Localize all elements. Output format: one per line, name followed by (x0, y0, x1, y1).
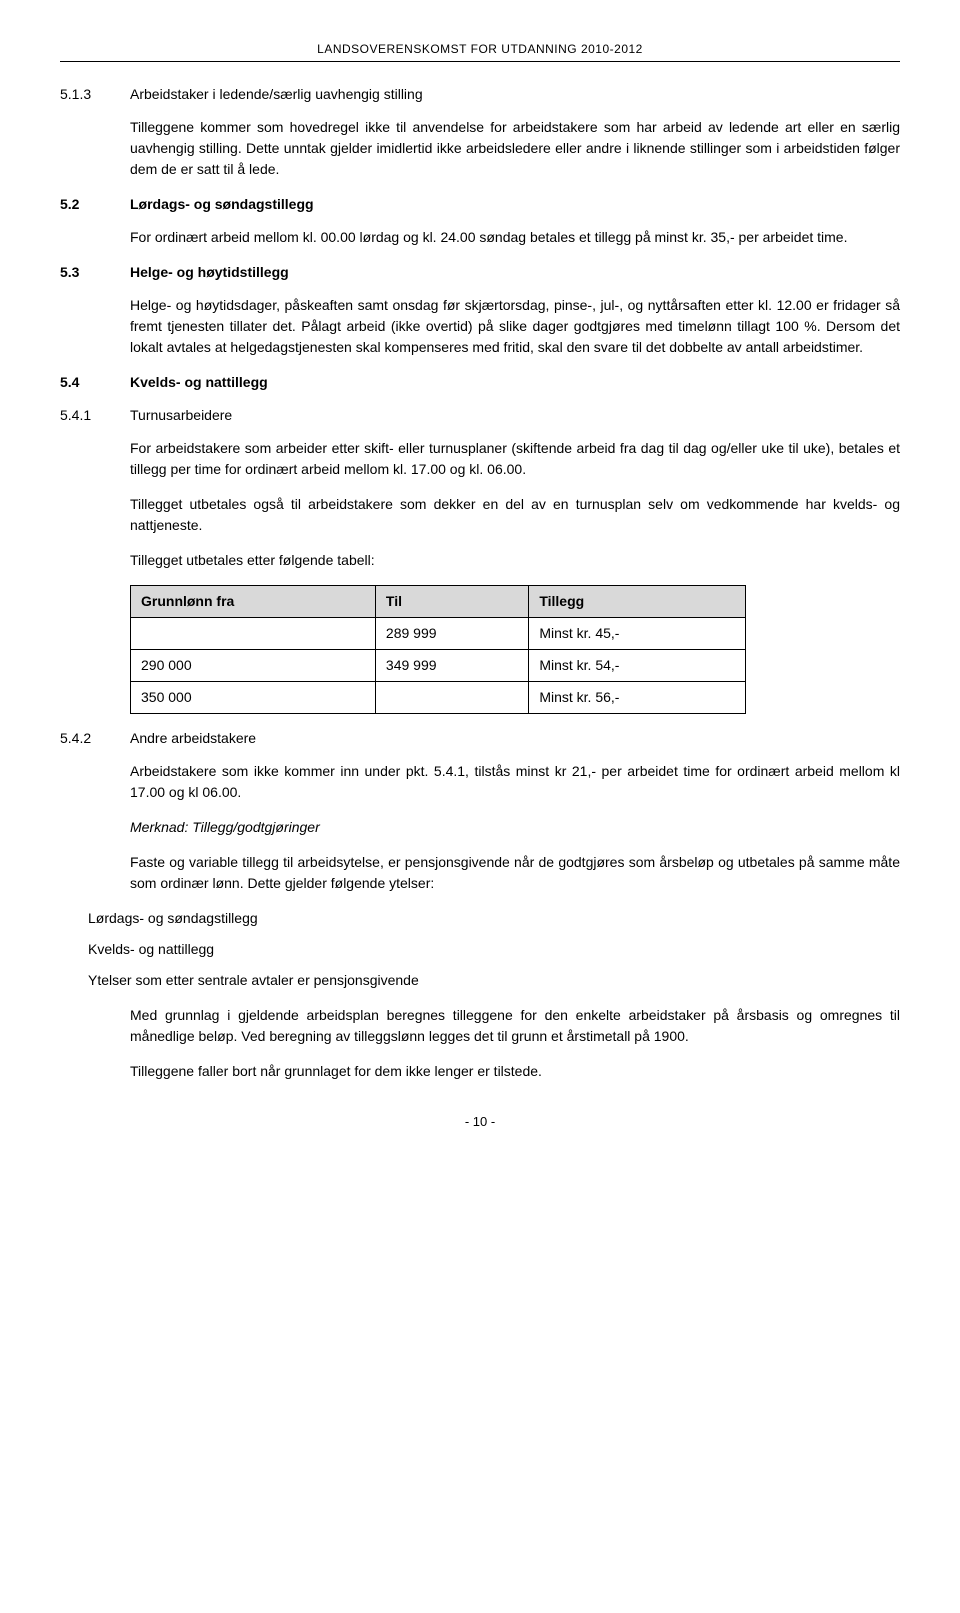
section-5-4: 5.4 Kvelds- og nattillegg (60, 372, 900, 393)
table-header: Til (375, 586, 528, 618)
section-number: 5.4.2 (60, 728, 130, 749)
paragraph: For ordinært arbeid mellom kl. 00.00 lør… (130, 227, 900, 248)
section-5-4-2: 5.4.2 Andre arbeidstakere (60, 728, 900, 749)
table-header: Tillegg (529, 586, 746, 618)
table-row: 350 000 Minst kr. 56,- (131, 682, 746, 714)
paragraph: Tilleggene faller bort når grunnlaget fo… (130, 1061, 900, 1082)
table-row: 290 000 349 999 Minst kr. 54,- (131, 650, 746, 682)
table-cell: 349 999 (375, 650, 528, 682)
table-cell (375, 682, 528, 714)
table-header-row: Grunnlønn fra Til Tillegg (131, 586, 746, 618)
section-heading: Kvelds- og nattillegg (130, 372, 900, 393)
paragraph: Tillegget utbetales også til arbeidstake… (130, 494, 900, 536)
table-cell (131, 618, 376, 650)
section-heading: Lørdags- og søndagstillegg (130, 194, 900, 215)
section-number: 5.4.1 (60, 405, 130, 426)
header-text: LANDSOVERENSKOMST FOR UTDANNING 2010-201… (317, 42, 643, 56)
section-heading: Helge- og høytidstillegg (130, 262, 900, 283)
table-cell: 290 000 (131, 650, 376, 682)
page-header: LANDSOVERENSKOMST FOR UTDANNING 2010-201… (60, 40, 900, 62)
paragraph: Med grunnlag i gjeldende arbeidsplan ber… (130, 1005, 900, 1047)
section-number: 5.1.3 (60, 84, 130, 105)
section-number: 5.2 (60, 194, 130, 215)
section-5-4-1: 5.4.1 Turnusarbeidere (60, 405, 900, 426)
section-5-2: 5.2 Lørdags- og søndagstillegg (60, 194, 900, 215)
table-cell: 289 999 (375, 618, 528, 650)
paragraph: Tillegget utbetales etter følgende tabel… (130, 550, 900, 571)
table-cell: Minst kr. 54,- (529, 650, 746, 682)
section-5-1-3: 5.1.3 Arbeidstaker i ledende/særlig uavh… (60, 84, 900, 105)
section-5-3: 5.3 Helge- og høytidstillegg (60, 262, 900, 283)
document-page: LANDSOVERENSKOMST FOR UTDANNING 2010-201… (0, 0, 960, 1172)
list-item: Lørdags- og søndagstillegg (88, 908, 900, 929)
section-number: 5.4 (60, 372, 130, 393)
table-row: 289 999 Minst kr. 45,- (131, 618, 746, 650)
paragraph: Faste og variable tillegg til arbeidsyte… (130, 852, 900, 894)
table-header: Grunnlønn fra (131, 586, 376, 618)
paragraph: Tilleggene kommer som hovedregel ikke ti… (130, 117, 900, 180)
list-item: Ytelser som etter sentrale avtaler er pe… (88, 970, 900, 991)
table-cell: 350 000 (131, 682, 376, 714)
section-heading: Andre arbeidstakere (130, 728, 900, 749)
section-heading: Turnusarbeidere (130, 405, 900, 426)
tariff-table-container: Grunnlønn fra Til Tillegg 289 999 Minst … (130, 585, 900, 714)
tariff-table: Grunnlønn fra Til Tillegg 289 999 Minst … (130, 585, 746, 714)
table-cell: Minst kr. 56,- (529, 682, 746, 714)
bullet-list: Lørdags- og søndagstillegg Kvelds- og na… (88, 908, 900, 991)
paragraph: Arbeidstakere som ikke kommer inn under … (130, 761, 900, 803)
section-number: 5.3 (60, 262, 130, 283)
paragraph: For arbeidstakere som arbeider etter ski… (130, 438, 900, 480)
note-label: Merknad: Tillegg/godtgjøringer (130, 817, 900, 838)
page-number: - 10 - (60, 1112, 900, 1132)
table-cell: Minst kr. 45,- (529, 618, 746, 650)
list-item: Kvelds- og nattillegg (88, 939, 900, 960)
paragraph: Helge- og høytidsdager, påskeaften samt … (130, 295, 900, 358)
section-heading: Arbeidstaker i ledende/særlig uavhengig … (130, 84, 900, 105)
